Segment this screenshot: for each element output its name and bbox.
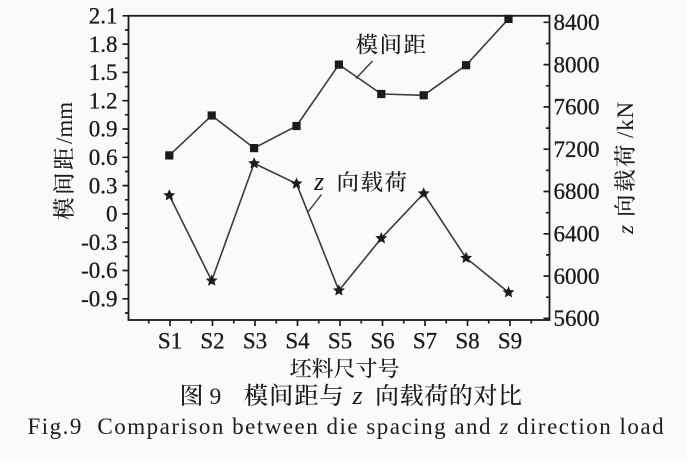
svg-text:S5: S5 xyxy=(328,329,352,354)
svg-text:S3: S3 xyxy=(243,329,267,354)
svg-text:S8: S8 xyxy=(455,329,479,354)
svg-text:0.9: 0.9 xyxy=(89,117,118,142)
svg-text:z: z xyxy=(352,381,363,410)
svg-text:-0.6: -0.6 xyxy=(81,258,117,283)
svg-text:S9: S9 xyxy=(498,329,522,354)
svg-text:5600: 5600 xyxy=(554,306,600,331)
svg-text:8400: 8400 xyxy=(554,10,600,35)
svg-text:1.2: 1.2 xyxy=(89,88,118,113)
svg-text:z: z xyxy=(613,225,638,235)
svg-text:-0.3: -0.3 xyxy=(81,230,117,255)
svg-text:/mm: /mm xyxy=(52,102,77,144)
svg-text:S1: S1 xyxy=(158,329,182,354)
svg-text:1.5: 1.5 xyxy=(89,60,118,85)
svg-text:6800: 6800 xyxy=(554,179,600,204)
svg-text:8000: 8000 xyxy=(554,52,600,77)
svg-text:0: 0 xyxy=(106,202,118,227)
svg-text:S6: S6 xyxy=(370,329,394,354)
svg-text:S2: S2 xyxy=(200,329,224,354)
svg-text:2.1: 2.1 xyxy=(89,4,118,29)
svg-text:7600: 7600 xyxy=(554,95,600,120)
svg-text:Fig.9 Comparison between die: Fig.9 Comparison between die spacing and… xyxy=(28,414,666,439)
svg-text:0.3: 0.3 xyxy=(89,173,118,198)
svg-text:S7: S7 xyxy=(413,329,437,354)
svg-text:6000: 6000 xyxy=(554,264,600,289)
svg-text:1.8: 1.8 xyxy=(89,32,118,57)
svg-text:7200: 7200 xyxy=(554,137,600,162)
svg-text:0.6: 0.6 xyxy=(89,145,118,170)
svg-text:/kN: /kN xyxy=(613,101,638,138)
svg-text:z: z xyxy=(313,167,324,196)
svg-text:6400: 6400 xyxy=(554,222,600,247)
svg-text:-0.9: -0.9 xyxy=(81,287,117,312)
svg-text:S4: S4 xyxy=(285,329,310,354)
svg-text:9: 9 xyxy=(210,384,222,410)
